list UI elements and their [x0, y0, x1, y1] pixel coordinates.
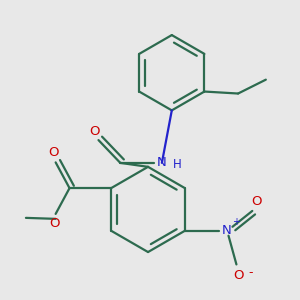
Text: O: O	[233, 269, 244, 282]
Text: H: H	[173, 158, 182, 171]
Text: +: +	[232, 217, 240, 227]
Text: O: O	[251, 194, 262, 208]
Text: O: O	[48, 146, 59, 159]
Text: -: -	[248, 266, 253, 279]
Text: O: O	[89, 125, 100, 138]
Text: O: O	[50, 217, 60, 230]
Text: N: N	[157, 156, 167, 170]
Text: N: N	[222, 224, 231, 237]
